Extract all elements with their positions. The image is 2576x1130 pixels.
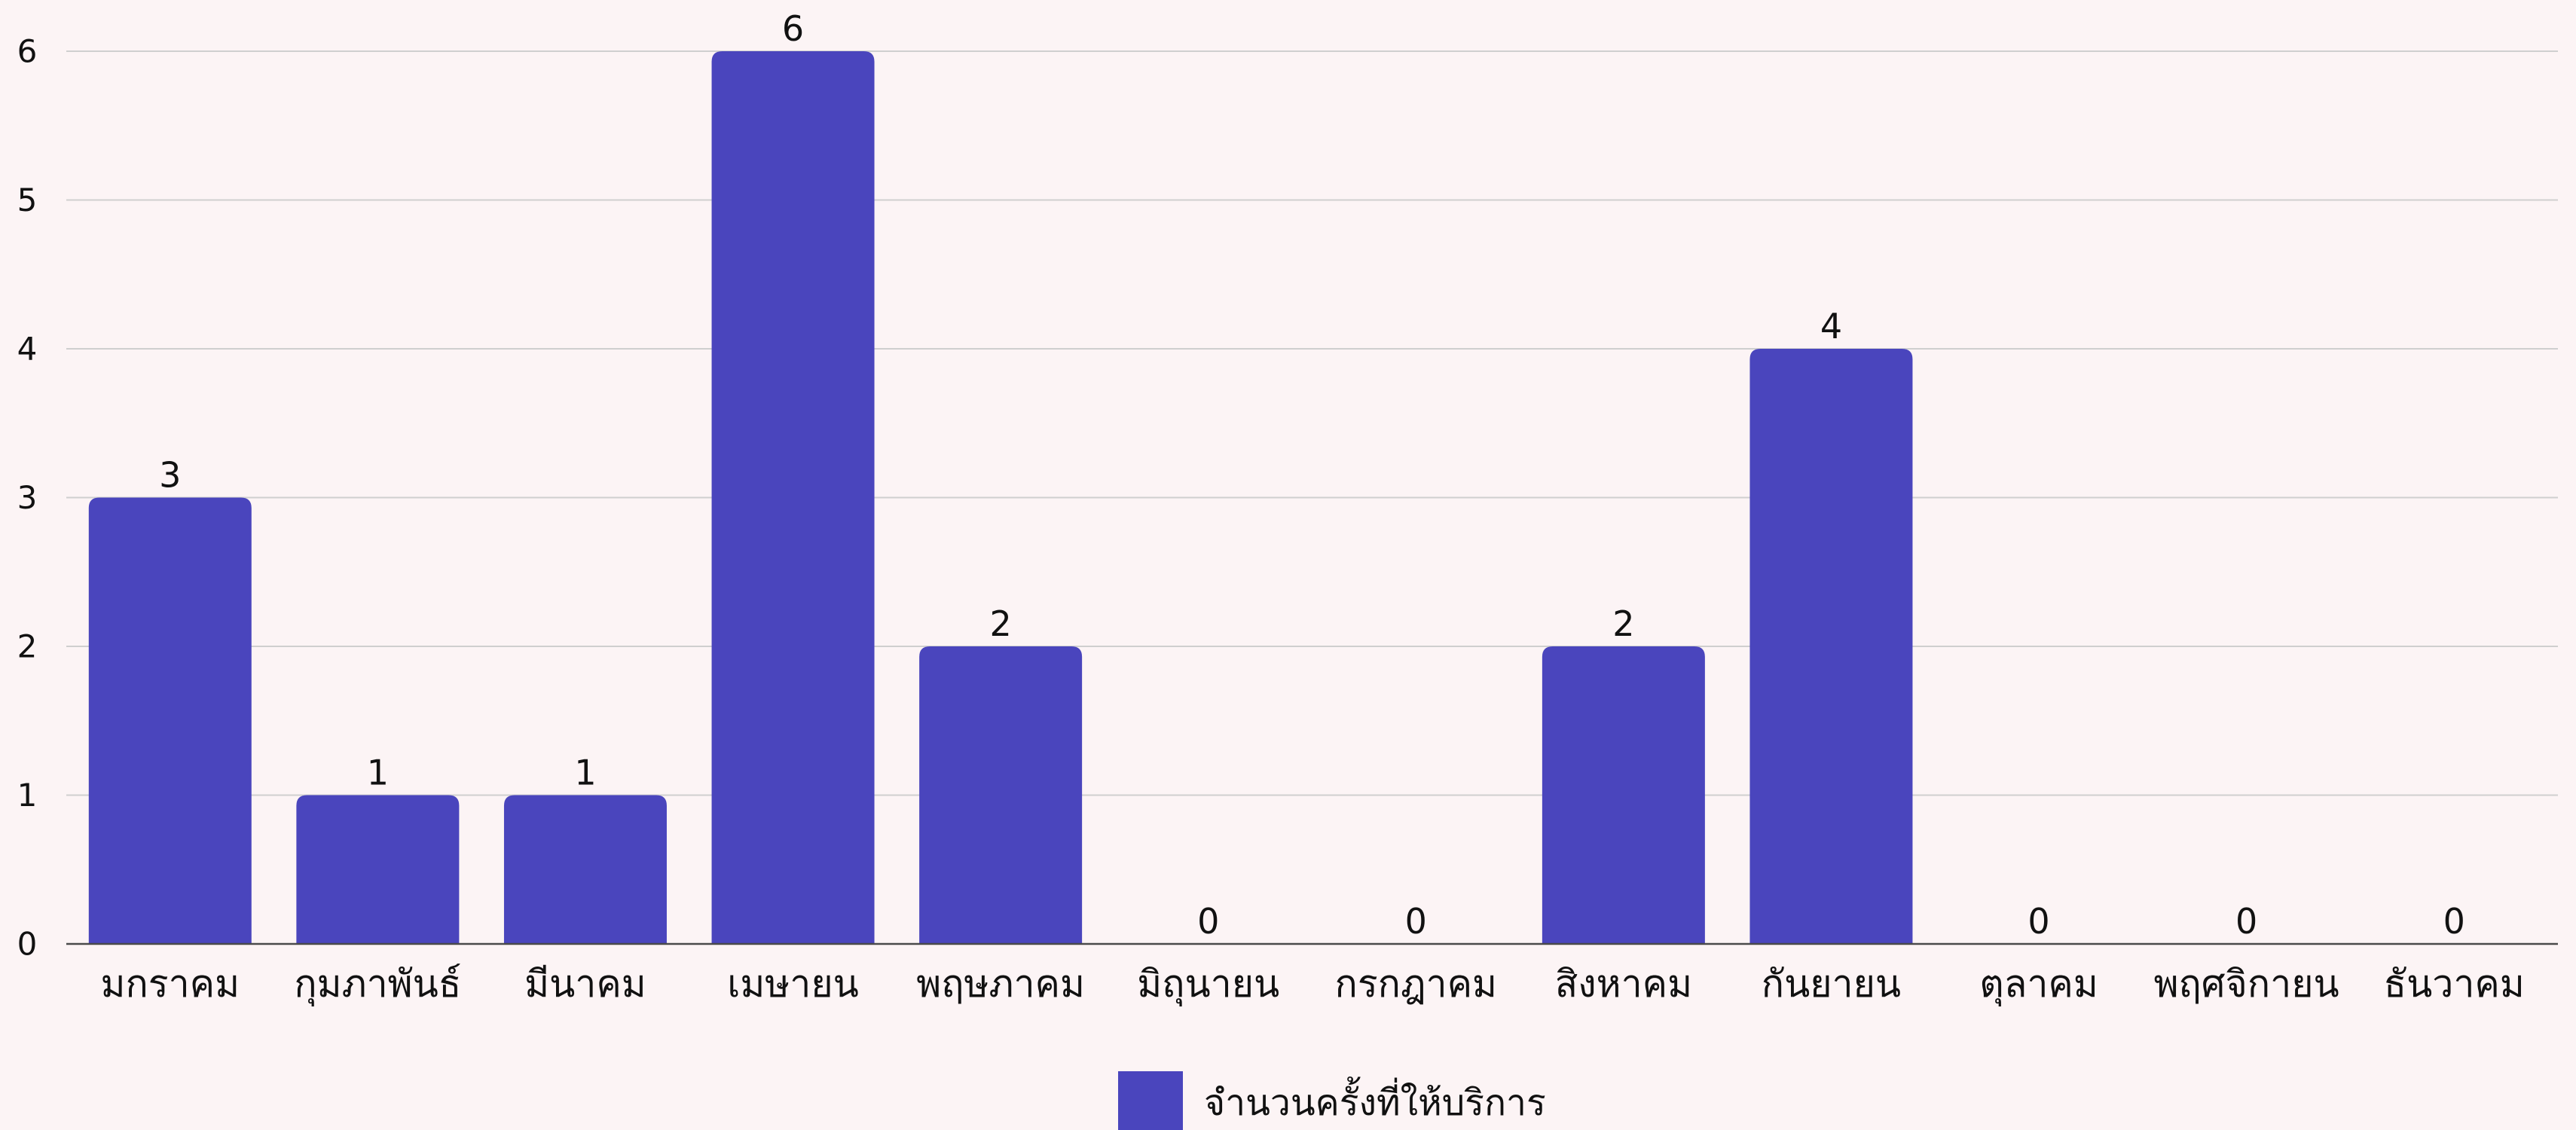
x-tick-label: กุมภาพันธ์ bbox=[294, 962, 461, 1006]
bar[interactable] bbox=[919, 646, 1083, 944]
x-tick-label: พฤษภาคม bbox=[916, 962, 1085, 1006]
y-tick-label: 6 bbox=[17, 33, 38, 70]
x-tick-label: สิงหาคม bbox=[1555, 962, 1692, 1006]
data-label: 4 bbox=[1820, 306, 1842, 347]
data-label: 6 bbox=[782, 8, 804, 49]
x-tick-label: เมษายน bbox=[727, 962, 859, 1006]
bar[interactable] bbox=[711, 51, 875, 944]
data-label: 0 bbox=[2027, 901, 2049, 942]
data-label: 0 bbox=[1197, 901, 1219, 942]
bar[interactable] bbox=[88, 497, 252, 945]
data-label: 2 bbox=[1612, 603, 1634, 644]
x-tick-label: ตุลาคม bbox=[1979, 962, 2098, 1006]
x-tick-label: กรกฎาคม bbox=[1335, 962, 1497, 1006]
x-tick-label: ธันวาคม bbox=[2384, 962, 2525, 1006]
legend[interactable]: จำนวนครั้งที่ให้บริการ bbox=[1118, 1071, 1546, 1130]
x-tick-label: มีนาคม bbox=[524, 962, 646, 1006]
data-label: 1 bbox=[574, 753, 596, 793]
gridlines bbox=[66, 50, 2558, 796]
y-tick-label: 3 bbox=[17, 479, 38, 516]
y-tick-label: 2 bbox=[17, 628, 38, 665]
x-axis-tick-labels: มกราคม กุมภาพันธ์ มีนาคม เมษายน พฤษภาคม มิถุน… bbox=[101, 962, 2525, 1006]
data-label: 2 bbox=[989, 603, 1011, 644]
bars bbox=[88, 51, 1913, 945]
data-label: 3 bbox=[159, 455, 181, 496]
bar[interactable] bbox=[1542, 646, 1705, 944]
y-axis-tick-labels: 0 1 2 3 4 5 6 bbox=[17, 33, 38, 963]
x-tick-label: มิถุนายน bbox=[1137, 962, 1279, 1006]
bar[interactable] bbox=[503, 795, 667, 945]
legend-label: จำนวนครั้งที่ให้บริการ bbox=[1204, 1077, 1546, 1124]
y-tick-label: 5 bbox=[17, 182, 38, 218]
bar[interactable] bbox=[296, 795, 460, 945]
x-tick-label: มกราคม bbox=[101, 962, 240, 1006]
data-label: 1 bbox=[367, 753, 389, 793]
y-tick-label: 0 bbox=[17, 926, 38, 963]
x-tick-label: พฤศจิกายน bbox=[2154, 962, 2339, 1006]
y-tick-label: 4 bbox=[17, 331, 38, 368]
data-labels: 3 1 1 6 2 0 0 2 4 0 0 0 bbox=[159, 8, 2465, 942]
legend-swatch bbox=[1118, 1071, 1183, 1130]
data-label: 0 bbox=[2443, 901, 2465, 942]
y-tick-label: 1 bbox=[17, 777, 38, 814]
x-tick-label: กันยายน bbox=[1762, 962, 1901, 1006]
data-label: 0 bbox=[1405, 901, 1427, 942]
data-label: 0 bbox=[2235, 901, 2257, 942]
bar[interactable] bbox=[1749, 349, 1913, 944]
